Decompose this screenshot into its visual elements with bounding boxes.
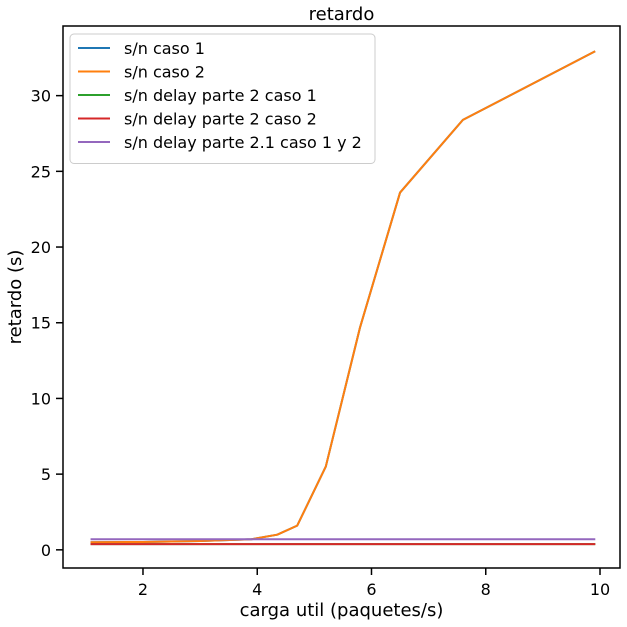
y-tick-label: 0: [41, 541, 51, 560]
x-axis-label: carga util (paquetes/s): [240, 600, 444, 621]
legend-box: [69, 33, 376, 164]
y-axis-label: retardo (s): [5, 250, 26, 345]
y-tick-label: 5: [41, 465, 51, 484]
legend: s/n caso 1 s/n caso 2 s/n delay parte 2 ca…: [69, 33, 376, 164]
x-tick-label: 10: [590, 580, 610, 599]
series-line-2: [90, 50, 596, 544]
y-tick-label: 10: [31, 389, 51, 408]
y-tick-label: 15: [31, 314, 51, 333]
y-axis-ticks: 0 5 10 15 20 25 30: [31, 87, 63, 560]
legend-label: s/n delay parte 2.1 caso 1 y 2: [124, 133, 362, 152]
x-tick-label: 4: [252, 580, 262, 599]
plot-frame: [62, 25, 621, 569]
x-axis-ticks: 2 4 6 8 10: [138, 568, 610, 599]
legend-label: s/n caso 1: [124, 39, 205, 58]
x-tick-label: 2: [138, 580, 148, 599]
plot-lines: [90, 50, 596, 546]
chart-title: retardo: [309, 4, 375, 25]
y-tick-label: 25: [31, 162, 51, 181]
y-tick-label: 30: [31, 87, 51, 106]
y-tick-label: 20: [31, 238, 51, 257]
legend-label: s/n caso 2: [124, 63, 205, 82]
x-tick-label: 6: [366, 580, 376, 599]
legend-label: s/n delay parte 2 caso 2: [124, 110, 317, 129]
x-tick-label: 8: [481, 580, 491, 599]
legend-label: s/n delay parte 2 caso 1: [124, 86, 317, 105]
